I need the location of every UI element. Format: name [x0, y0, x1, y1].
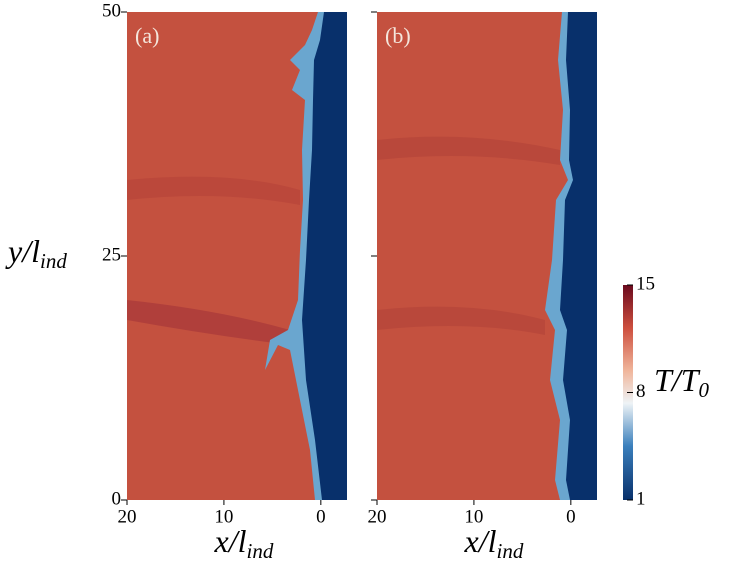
- x-tick-label: 20: [368, 506, 387, 527]
- colorbar-tick-label: 8: [636, 381, 646, 402]
- axis-label-main: T/T: [654, 362, 701, 398]
- axis-label: x/lind: [214, 523, 274, 562]
- axis-label: y/lind: [5, 233, 67, 272]
- axis-label-sub: ind: [246, 539, 273, 563]
- colorbar-tick-label: 15: [636, 273, 655, 294]
- y-tick-label: 0: [112, 488, 122, 509]
- axis-label: T/T0: [654, 362, 709, 401]
- x-tick-label: 10: [214, 506, 233, 527]
- axis-label-main: y/l: [5, 233, 40, 269]
- y-tick-label: 25: [102, 244, 121, 265]
- panel-label: (a): [135, 23, 159, 48]
- axis-label-main: x/l: [464, 523, 497, 559]
- field-a: [127, 12, 347, 500]
- y-tick-label: 50: [102, 0, 121, 21]
- x-tick-label: 10: [464, 506, 483, 527]
- panel-label: (b): [385, 23, 411, 48]
- field-b: [377, 12, 597, 500]
- x-tick-label: 0: [316, 506, 326, 527]
- x-tick-label: 20: [118, 506, 137, 527]
- axis-label-sub: 0: [698, 378, 709, 402]
- axis-label-sub: ind: [496, 539, 523, 563]
- axis-label: x/lind: [464, 523, 524, 562]
- colorbar-tick-label: 1: [636, 488, 646, 509]
- axis-label-main: x/l: [214, 523, 247, 559]
- axis-label-sub: ind: [40, 249, 67, 273]
- x-tick-label: 0: [566, 506, 576, 527]
